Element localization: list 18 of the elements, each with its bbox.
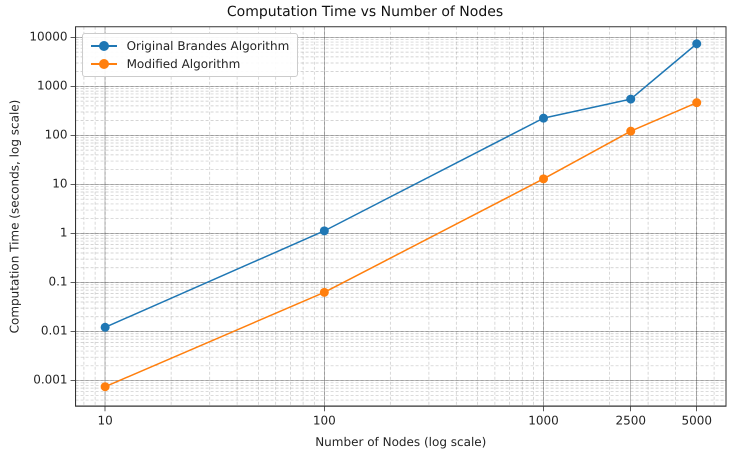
y-tick-label: 100	[44, 128, 68, 142]
y-tick-label: 1	[60, 226, 68, 240]
y-tick-label: 0.01	[40, 324, 68, 338]
legend-label: Modified Algorithm	[126, 56, 240, 71]
y-tick-label: 10000	[29, 29, 68, 44]
x-tick-label: 2500	[615, 414, 646, 428]
legend-label: Original Brandes Algorithm	[126, 38, 290, 53]
x-tick-label: 5000	[681, 414, 712, 428]
x-axis-title: Number of Nodes (log scale)	[315, 434, 486, 449]
x-tick-label: 1000	[528, 414, 559, 428]
y-tick-label: 0.1	[48, 274, 68, 289]
y-tick-label: 0.001	[33, 372, 68, 387]
y-tick-label: 10	[52, 176, 68, 191]
y-tick-label: 1000	[37, 78, 68, 92]
chart-title: Computation Time vs Number of Nodes	[226, 4, 504, 20]
x-tick-label: 100	[312, 414, 336, 428]
y-axis-title: Computation Time (seconds, log scale)	[7, 100, 22, 334]
x-tick-label: 10	[98, 414, 113, 428]
